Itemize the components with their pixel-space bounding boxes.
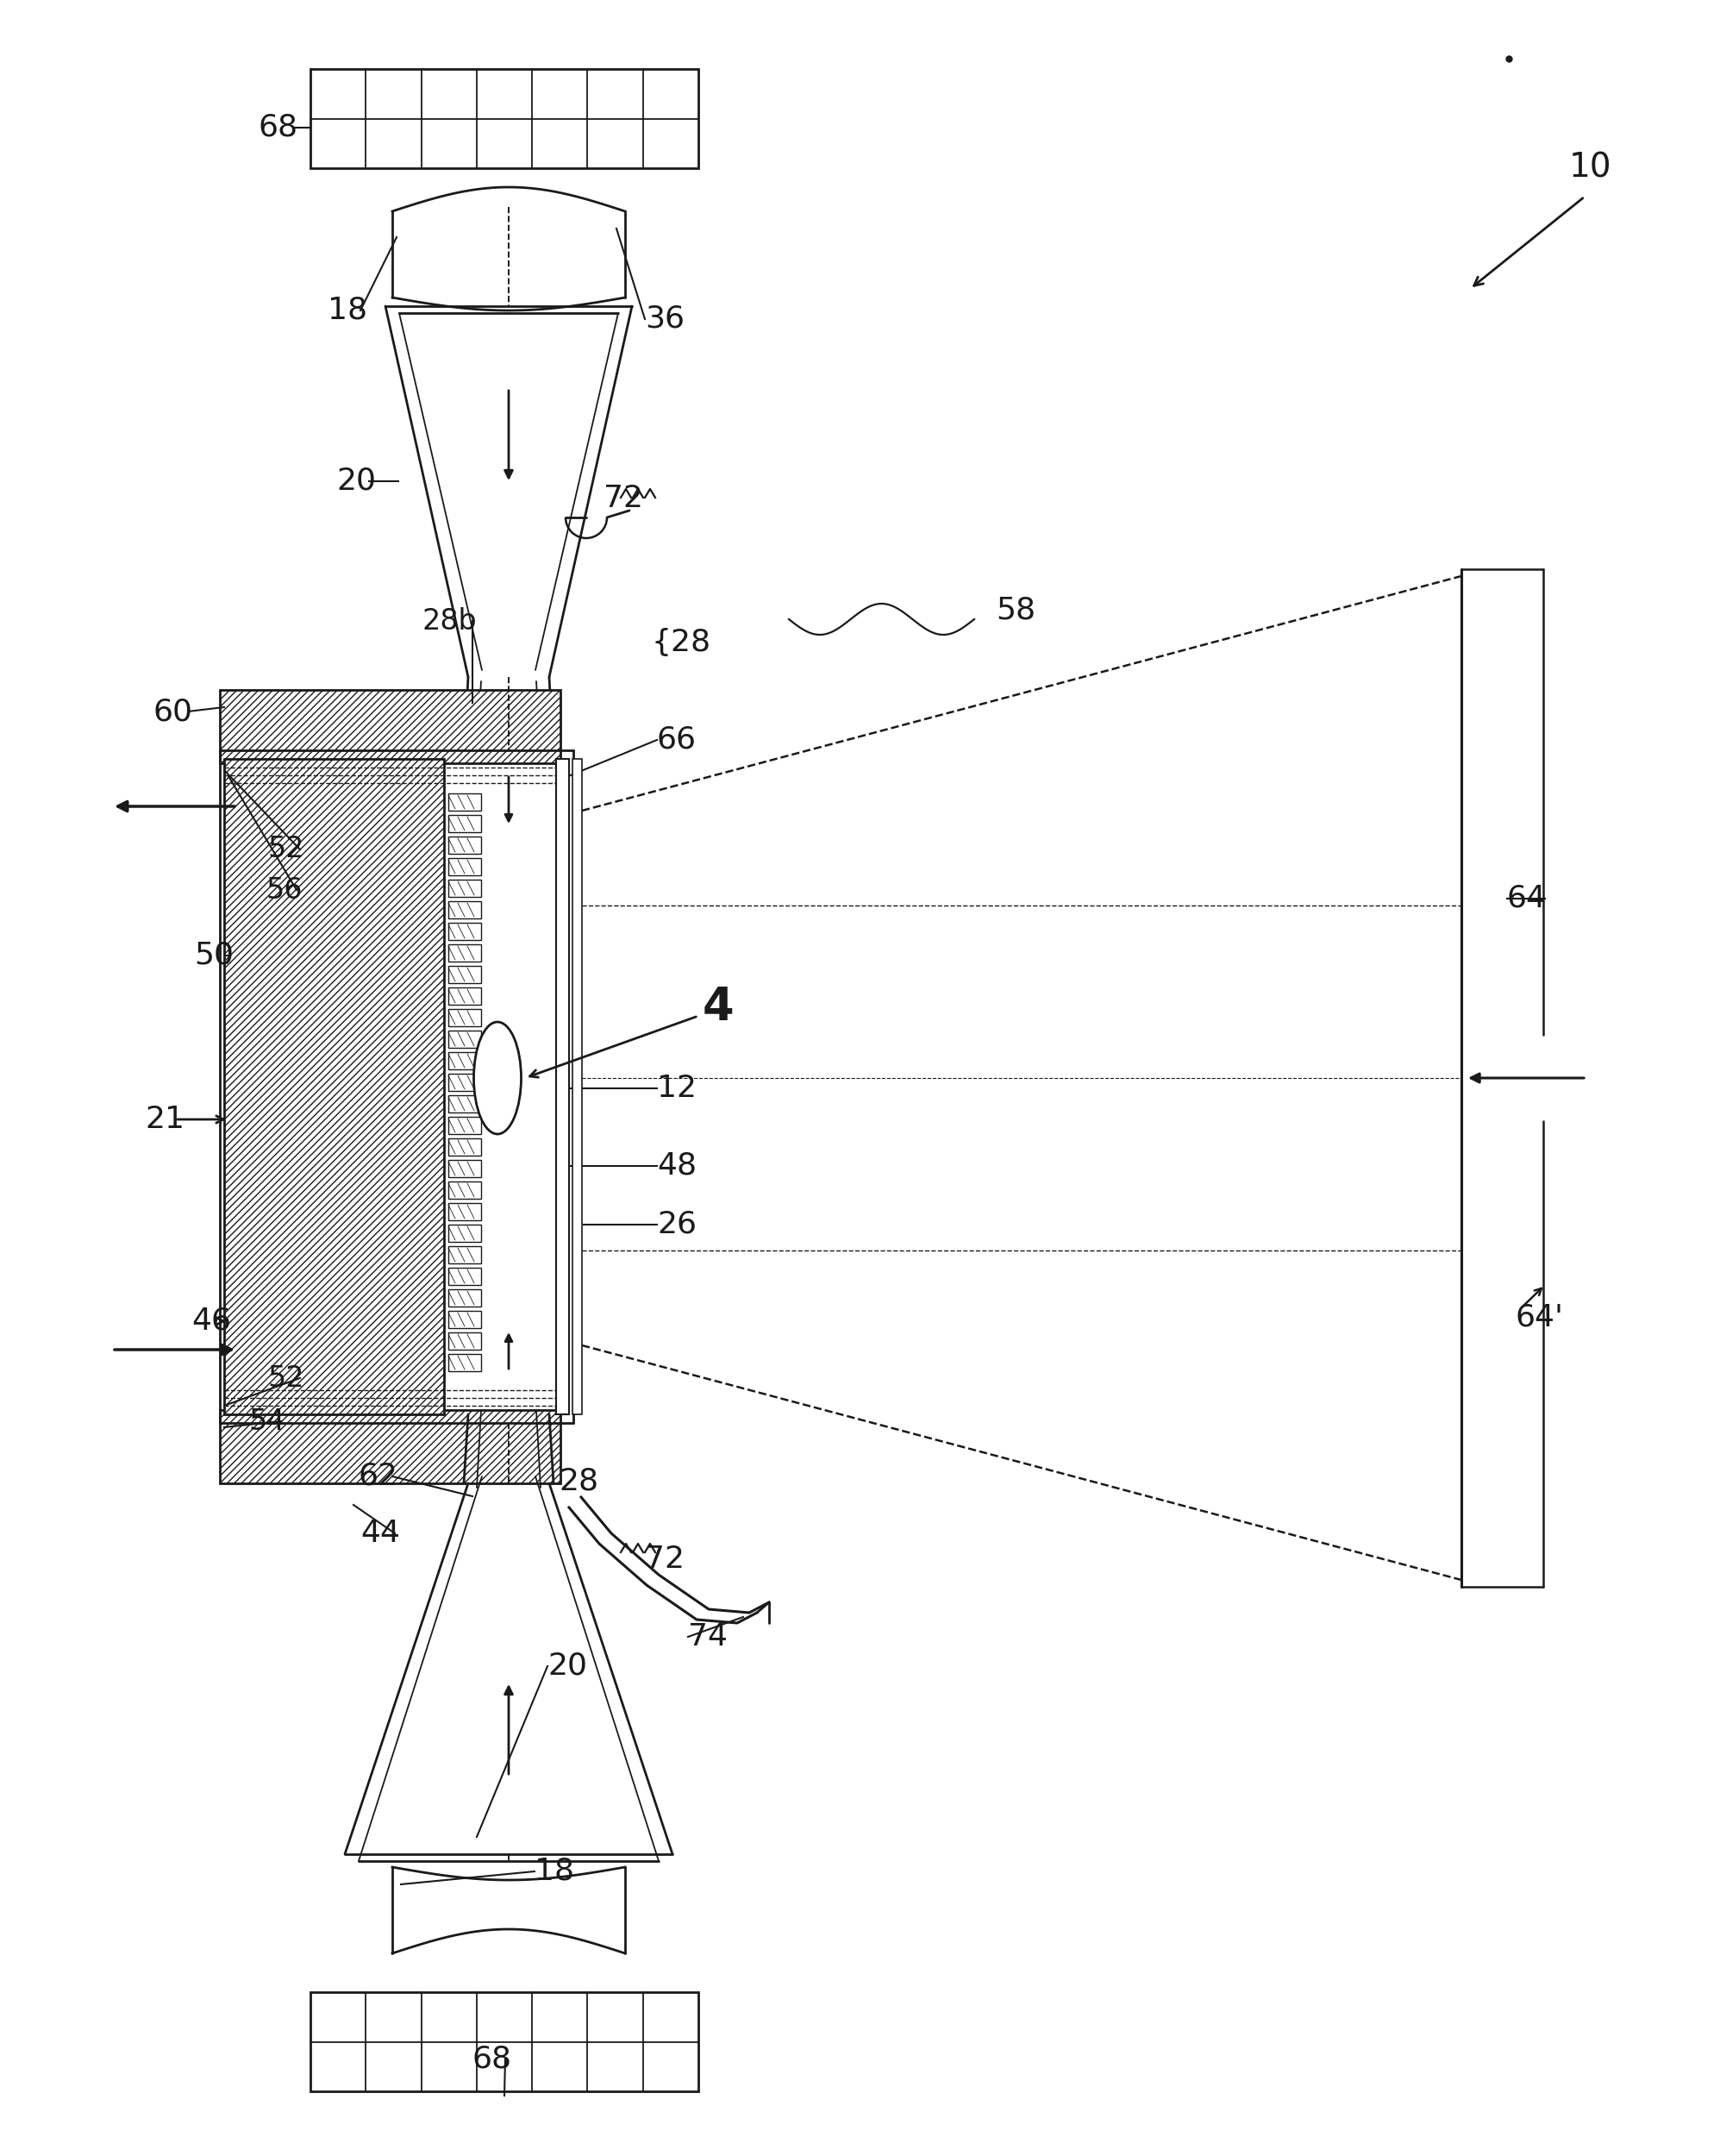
Bar	[449, 1311, 482, 1328]
Bar	[449, 1160, 482, 1177]
Bar	[449, 1052, 482, 1069]
Text: 64': 64'	[1515, 1302, 1563, 1332]
Text: 74: 74	[688, 1621, 728, 1651]
Bar	[449, 793, 482, 811]
Bar	[449, 1225, 482, 1242]
Text: 54: 54	[248, 1408, 286, 1436]
Bar	[310, 1992, 698, 2091]
Bar	[449, 966, 482, 983]
Bar	[449, 1203, 482, 1220]
Bar	[449, 880, 482, 897]
Text: 26: 26	[657, 1210, 697, 1240]
Bar	[449, 1117, 482, 1134]
Bar	[449, 923, 482, 940]
Text: 56: 56	[265, 875, 303, 903]
Bar	[224, 759, 444, 1414]
Bar	[449, 837, 482, 854]
Bar	[449, 1268, 482, 1285]
Bar	[449, 815, 482, 832]
Text: 62: 62	[358, 1462, 397, 1492]
Bar	[449, 1332, 482, 1350]
Bar	[449, 1181, 482, 1199]
Text: 68: 68	[258, 112, 298, 142]
Text: 10: 10	[1569, 151, 1612, 185]
Bar	[449, 1354, 482, 1371]
Text: 28b: 28b	[423, 606, 478, 636]
Text: 12: 12	[657, 1074, 697, 1104]
Text: 60: 60	[153, 696, 193, 727]
Text: 52: 52	[267, 834, 304, 865]
Text: 21: 21	[144, 1104, 184, 1134]
Bar	[220, 1410, 561, 1483]
Bar	[449, 1138, 482, 1156]
Text: 68: 68	[473, 2044, 513, 2074]
Text: 64: 64	[1507, 884, 1546, 914]
Text: 4: 4	[703, 985, 734, 1031]
Text: 28: 28	[559, 1466, 599, 1496]
Text: {28: {28	[650, 627, 710, 658]
Bar	[220, 690, 561, 763]
Text: 18: 18	[535, 1856, 574, 1887]
Text: 18: 18	[327, 295, 368, 326]
Text: 46: 46	[191, 1307, 230, 1337]
Text: 72: 72	[645, 1544, 685, 1574]
Text: 66: 66	[657, 724, 697, 755]
Bar	[449, 1289, 482, 1307]
Bar	[449, 1009, 482, 1026]
Text: 20: 20	[335, 466, 377, 496]
Text: 52: 52	[267, 1365, 304, 1393]
Bar	[573, 759, 581, 1414]
Text: 20: 20	[547, 1651, 587, 1682]
Bar	[449, 987, 482, 1005]
Text: 58: 58	[996, 595, 1035, 625]
Bar	[449, 1095, 482, 1112]
Bar	[449, 1074, 482, 1091]
Bar	[449, 1031, 482, 1048]
Text: 36: 36	[645, 304, 685, 334]
Text: 48: 48	[657, 1151, 697, 1181]
Bar	[449, 901, 482, 918]
Bar	[449, 1246, 482, 1263]
Text: 72: 72	[604, 483, 643, 513]
Text: 50: 50	[194, 940, 234, 970]
Bar	[449, 858, 482, 875]
Bar	[449, 944, 482, 962]
Ellipse shape	[473, 1022, 521, 1134]
Text: 44: 44	[361, 1518, 401, 1548]
Bar	[556, 759, 569, 1414]
Bar	[310, 69, 698, 168]
